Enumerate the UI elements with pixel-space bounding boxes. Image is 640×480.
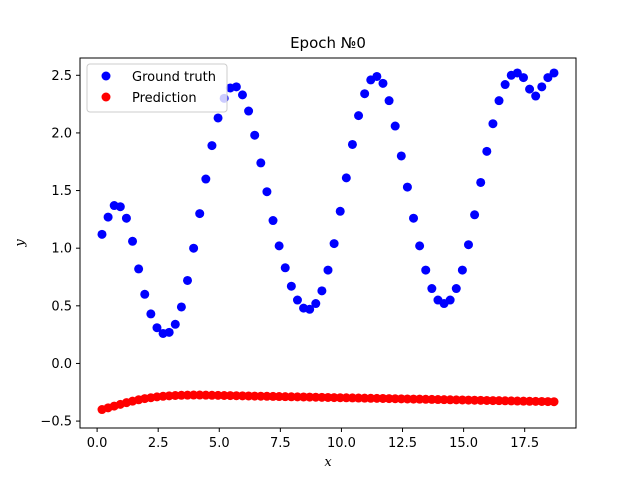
- ground-truth-point: [305, 304, 315, 314]
- ground-truth-point: [531, 91, 541, 101]
- ground-truth-point: [354, 111, 364, 121]
- y-axis-label: y: [13, 239, 28, 248]
- x-axis: 0.0 2.5 5.0 7.5 10.0 12.5 15.0 17.5: [87, 428, 539, 451]
- ground-truth-point: [427, 284, 437, 294]
- ground-truth-point: [549, 68, 559, 78]
- chart-title: Epoch №0: [290, 34, 366, 52]
- ground-truth-point: [421, 265, 431, 275]
- ground-truth-point: [128, 236, 138, 246]
- ground-truth-point: [415, 241, 425, 251]
- y-tick-label: 2.5: [51, 69, 72, 84]
- ground-truth-point: [341, 173, 351, 183]
- ground-truth-point: [543, 73, 553, 83]
- ground-truth-point: [347, 139, 357, 149]
- ground-truth-point: [463, 240, 473, 250]
- ground-truth-point: [317, 286, 327, 296]
- ground-truth-point: [256, 158, 266, 168]
- ground-truth-point: [500, 80, 510, 90]
- ground-truth-point: [268, 216, 278, 226]
- ground-truth-point: [121, 213, 131, 223]
- ground-truth-point: [183, 275, 193, 285]
- y-tick-label: 2.0: [51, 126, 72, 141]
- ground-truth-point: [518, 73, 528, 83]
- ground-truth-point: [476, 177, 486, 187]
- ground-truth-point: [372, 71, 382, 81]
- ground-truth-point: [274, 241, 284, 251]
- y-tick-label: 1.0: [51, 242, 72, 257]
- ground-truth-point: [286, 281, 296, 291]
- ground-truth-point: [244, 106, 254, 116]
- plot-frame: [79, 57, 577, 429]
- ground-truth-point: [134, 264, 144, 274]
- ground-truth-point: [176, 302, 186, 312]
- ground-truth-point: [97, 229, 107, 239]
- x-tick-label: 10.0: [327, 436, 356, 451]
- x-tick-label: 2.5: [148, 436, 169, 451]
- ground-truth-point: [482, 146, 492, 156]
- y-tick-label: 0.5: [51, 299, 72, 314]
- ground-truth-point: [335, 206, 345, 216]
- ground-truth-point: [311, 299, 321, 309]
- x-tick-label: 5.0: [209, 436, 230, 451]
- ground-truth-point: [390, 121, 400, 131]
- ground-truth-point: [292, 295, 302, 305]
- ground-truth-point: [213, 113, 223, 123]
- ground-truth-point: [164, 327, 174, 337]
- ground-truth-point: [525, 84, 535, 94]
- ground-truth-point: [170, 319, 180, 329]
- ground-truth-point: [329, 239, 339, 249]
- ground-truth-point: [195, 209, 205, 219]
- legend-label-prediction: Prediction: [132, 91, 197, 106]
- ground-truth-point: [409, 213, 419, 223]
- ground-truth-point: [457, 265, 467, 275]
- legend: Ground truth Prediction: [86, 63, 228, 113]
- ground-truth-point: [396, 151, 406, 161]
- x-tick-label: 7.5: [270, 436, 291, 451]
- ground-truth-point: [445, 295, 455, 305]
- y-tick-label: 0.0: [51, 357, 72, 372]
- ground-truth-point: [146, 309, 156, 319]
- ground-truth-point: [488, 119, 498, 129]
- x-tick-label: 12.5: [388, 436, 417, 451]
- legend-label-ground-truth: Ground truth: [132, 70, 216, 85]
- ground-truth-point: [451, 284, 461, 294]
- ground-truth-point: [250, 130, 260, 140]
- ground-truth-point: [237, 90, 247, 100]
- ground-truth-point: [323, 265, 333, 275]
- ground-truth-point: [115, 202, 125, 212]
- ground-truth-point: [402, 182, 412, 192]
- y-axis: −0.5 0.0 0.5 1.0 1.5 2.0 2.5: [40, 69, 80, 430]
- ground-truth-point: [262, 187, 272, 197]
- ground-truth-point: [378, 78, 388, 88]
- x-tick-label: 15.0: [449, 436, 478, 451]
- x-tick-label: 17.5: [510, 436, 539, 451]
- x-axis-label: x: [324, 455, 332, 470]
- legend-marker-prediction: [101, 92, 111, 102]
- y-tick-label: −0.5: [40, 415, 72, 430]
- ground-truth-point: [207, 141, 217, 151]
- prediction-point: [549, 397, 559, 407]
- x-tick-label: 0.0: [87, 436, 108, 451]
- ground-truth-point: [280, 263, 290, 273]
- plot-marks: [97, 68, 559, 415]
- ground-truth-point: [537, 82, 547, 92]
- ground-truth-point: [103, 212, 113, 222]
- y-tick-label: 1.5: [51, 184, 72, 199]
- ground-truth-point: [189, 243, 199, 253]
- ground-truth-point: [494, 96, 504, 106]
- ground-truth-point: [231, 82, 241, 92]
- ground-truth-point: [470, 210, 480, 220]
- legend-marker-ground-truth: [101, 71, 111, 81]
- ground-truth-point: [140, 289, 150, 299]
- ground-truth-point: [384, 96, 394, 106]
- ground-truth-point: [512, 68, 522, 78]
- legend-box: [86, 63, 228, 113]
- ground-truth-point: [360, 89, 370, 99]
- ground-truth-point: [152, 323, 162, 333]
- ground-truth-point: [201, 174, 211, 184]
